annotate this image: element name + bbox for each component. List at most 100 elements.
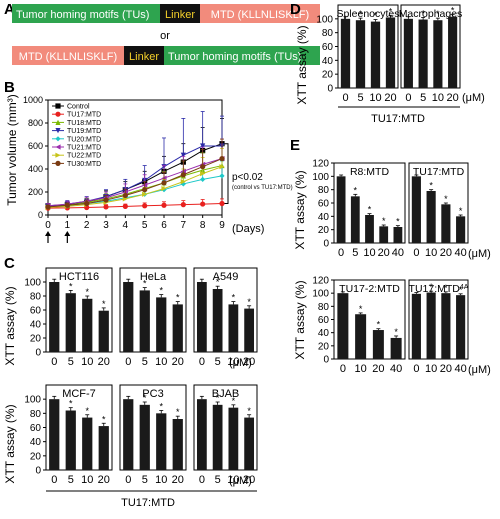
- panel-e-chart-1-sig-star: *: [396, 217, 400, 227]
- panel-e-chart-3-ytick-label: 0: [323, 355, 329, 366]
- panel-e-bar-charts: R8:MTD0204060801001200*5*10*20*40TU17:MT…: [312, 159, 468, 376]
- panel-e-chart-3-sig-star: *: [394, 327, 398, 337]
- panel-e-chart-1-xtick-label: 5: [352, 247, 358, 259]
- panel-c-mcf-7-ytick-label: 80: [30, 409, 42, 420]
- panel-c-mcf-7-bar: [82, 417, 93, 470]
- panel-c-pc3-sig-star: *: [176, 407, 180, 417]
- panel-e-chart-3-ytick-label: 80: [318, 302, 330, 313]
- panel-b-legend-marker: [55, 119, 61, 125]
- panel-c-pc3-chart: PC3 0 * 5 * 10 * 20: [119, 384, 187, 486]
- panel-c-hct116-ytick-label: 40: [30, 320, 42, 331]
- panel-b-legend-label: TU21:MTD: [67, 145, 101, 152]
- panel-e-chart-4-chart: TU17:MTD4A 0 * 10 * 20 * 40: [408, 279, 469, 375]
- panel-c-bjab-sig-star: *: [247, 406, 251, 416]
- panel-c-mcf-7-sig-star: *: [102, 414, 106, 424]
- panel-e-chart-3-chart: TU17-2:MTD 0 20 40 60 80 100 120 0 * 10 * 20 * 40: [312, 276, 406, 375]
- panel-e-chart-3-ytick-label: 120: [312, 276, 329, 287]
- panel-c-mcf-7-xtick-label: 10: [81, 474, 93, 486]
- panel-c-pc3-xtick-label: 10: [155, 474, 167, 486]
- panel-b-legend-label: Control: [67, 104, 90, 111]
- panel-d-spleenocytes-bar: [340, 18, 351, 88]
- panel-c-a549-xtick-label: 10: [227, 356, 239, 368]
- panel-d-spleenocytes-sig-star: *: [359, 9, 363, 19]
- panel-e-chart-2-bar: [411, 176, 421, 243]
- panel-b-data-point: [180, 179, 186, 185]
- panel-d-spleenocytes-xtick-label: 10: [369, 92, 381, 104]
- panel-c-ylabel-top: XTT assay (%): [3, 286, 17, 365]
- panel-c-hct116-ytick-label: 80: [30, 292, 42, 303]
- panel-c-hela-xtick-label: 0: [125, 356, 131, 368]
- panel-b-series-line: [47, 165, 223, 208]
- panel-c-hct116-sig-star: *: [102, 299, 106, 309]
- panel-c-hela-sig-star: *: [143, 279, 147, 289]
- panel-e-chart-1-ytick-label: 20: [318, 225, 330, 236]
- panel-e-chart-3-sig-star: *: [377, 320, 381, 330]
- panel-c-hela-xtick-label: 10: [155, 356, 167, 368]
- panel-c-unit-top: (μM): [229, 357, 252, 369]
- panel-e-chart-1-bar: [379, 226, 389, 243]
- panel-e-chart-1-xtick-label: 20: [378, 247, 390, 259]
- panel-e-chart-4-bar: [411, 293, 421, 359]
- panel-b-legend-marker: [55, 144, 61, 150]
- panel-d-spleenocytes-ytick-label: 80: [322, 28, 334, 39]
- panel-c-bjab-title: BJAB: [212, 388, 240, 400]
- panel-e-chart-4-sig-star: *: [429, 282, 433, 292]
- panel-b-ytick-label: 800: [28, 118, 43, 128]
- panel-e-ylabel-top: XTT assay (%): [293, 170, 307, 249]
- panel-d-spleenocytes-ytick-label: 60: [322, 42, 334, 53]
- panel-c-mcf-7-sig-star: *: [69, 399, 73, 409]
- panel-c-hct116-xtick-label: 5: [68, 356, 74, 368]
- panel-e-chart-3-sig-star: *: [359, 304, 363, 314]
- panel-b-legend-label: TU19:MTD: [67, 128, 101, 135]
- panel-c-bjab-bar: [228, 407, 239, 470]
- panel-c-bjab-bar: [196, 399, 207, 470]
- panel-e-chart-2-xtick-label: 0: [413, 247, 419, 259]
- panel-c-mcf-7-bar: [49, 399, 60, 470]
- panel-b-legend-label: TU30:MTD: [67, 161, 101, 168]
- panel-b-line-chart: 0 200 400 600 800 1000 0 1 2 3 4 5 6 7 8 9 ControlTU17:M…: [23, 95, 229, 243]
- panel-c-a549-bar: [228, 304, 239, 352]
- panel-a-row2-tus-label: Tumor homing motifs (TUs): [168, 51, 301, 63]
- panel-c-pc3-bar: [139, 404, 150, 470]
- panel-b-data-point: [103, 197, 109, 203]
- panel-d-macrophages-xtick-label: 20: [447, 92, 459, 104]
- panel-c-hct116-xtick-label: 20: [98, 356, 110, 368]
- panel-c-hct116-ytick-label: 100: [24, 278, 41, 289]
- panel-b-series-line: [47, 166, 223, 209]
- panel-e-chart-4-xtick-label: 0: [413, 363, 419, 375]
- panel-b-data-point: [161, 202, 167, 208]
- panel-d-macrophages-title: Macrophages: [399, 8, 463, 20]
- panel-e-chart-2-bar: [426, 191, 436, 243]
- panel-e-chart-3-ytick-label: 60: [318, 315, 330, 326]
- panel-d-spleenocytes-xtick-label: 20: [384, 92, 396, 104]
- panel-c-a549-title: A549: [213, 271, 239, 283]
- panel-c-hela-title: HeLa: [140, 271, 167, 283]
- panel-b-legend-marker: [55, 160, 61, 166]
- panel-e-chart-3-bar: [337, 293, 349, 359]
- panel-d-ylabel: XTT assay (%): [295, 25, 309, 104]
- panel-e-chart-1-bar: [350, 196, 360, 243]
- panel-e-chart-2-sig-star: *: [459, 206, 463, 216]
- panel-b-data-point: [84, 200, 90, 207]
- panel-c-pc3-frame: [119, 384, 187, 471]
- panel-e-chart-4-title-superscript: 4A: [460, 284, 469, 291]
- panel-c-hct116-chart: HCT116 0 20 40 60 80 100 0 * 5 * 10 * 20: [24, 267, 113, 368]
- panel-d-macrophages-xtick-label: 10: [432, 92, 444, 104]
- panel-c-footer: TU17:MTD: [121, 497, 175, 509]
- panel-a-letter: A: [4, 1, 15, 18]
- panel-c-a549-chart: A549 0 * 5 * 10 * 20: [193, 267, 258, 368]
- panel-b-data-point: [200, 171, 206, 177]
- panel-a-row2-mtd-label: MTD (KLLNLISKLF): [19, 51, 117, 63]
- panel-c-mcf-7-title: MCF-7: [62, 388, 96, 400]
- panel-e-chart-1-xtick-label: 0: [338, 247, 344, 259]
- panel-b-ytick-label: 0: [38, 210, 43, 220]
- panel-c-hct116-xtick-label: 0: [51, 356, 57, 368]
- panel-b-data-point: [200, 176, 206, 182]
- panel-e-chart-1-ytick-label: 100: [312, 172, 329, 183]
- panel-e-chart-3-ytick-label: 20: [318, 341, 330, 352]
- panel-c-pc3-xtick-label: 5: [142, 474, 148, 486]
- panel-b-xtick-label: 3: [103, 220, 109, 231]
- panel-b-annotation: p<0.02: [232, 172, 263, 183]
- panel-e-ylabel-bottom: XTT assay (%): [293, 280, 307, 359]
